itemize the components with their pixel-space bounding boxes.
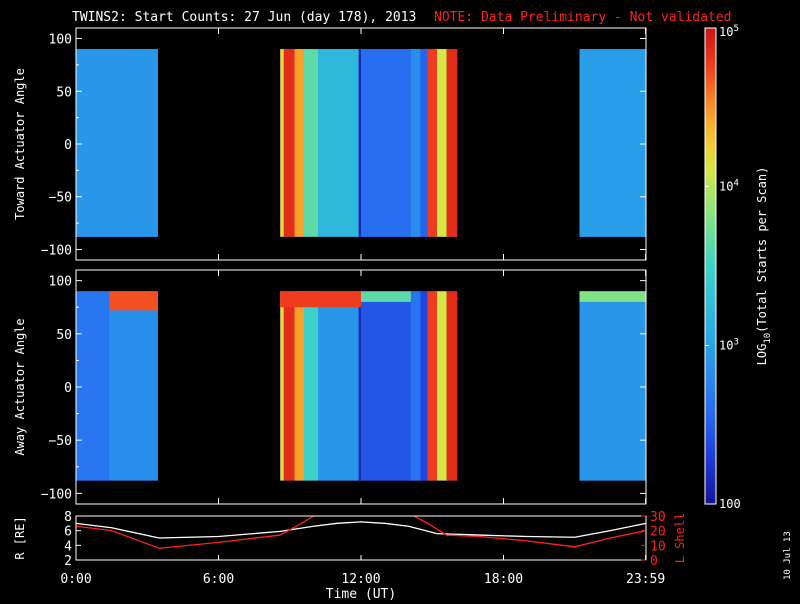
colorbar-scale xyxy=(704,27,717,505)
y-tick-label: −100 xyxy=(41,487,72,502)
colorbar-label: LOG10(Total Starts per Scan) xyxy=(755,167,773,366)
colorbar-tick-label: 103 xyxy=(719,337,739,352)
y-axis-label: R [RE] xyxy=(13,516,27,559)
heatmap-hot-strip xyxy=(361,291,411,302)
x-tick-label: 18:00 xyxy=(484,572,523,587)
colorbar-label-rest: (Total Starts per Scan) xyxy=(755,167,769,333)
y-tick-label: 100 xyxy=(49,275,72,290)
colorbar-tick-label: 100 xyxy=(719,497,741,511)
heatmap-hot-strip xyxy=(109,291,158,311)
heatmap-hot-strip xyxy=(280,291,361,308)
y-tick-label: −50 xyxy=(49,434,72,449)
colorbar-tick-exponent: 4 xyxy=(733,179,738,189)
heatmap-band xyxy=(410,49,421,237)
y-tick-label: 2 xyxy=(64,554,72,569)
heatmap-band xyxy=(579,291,646,481)
heatmap-band xyxy=(283,291,295,481)
y2-tick-label: 30 xyxy=(650,510,666,525)
heatmap-band xyxy=(318,49,359,237)
heatmap-band xyxy=(446,291,458,481)
heatmap-band xyxy=(420,49,428,237)
y2-tick-label: 10 xyxy=(650,539,666,554)
y2-tick-label: 0 xyxy=(650,554,658,569)
y-tick-label: 100 xyxy=(49,33,72,48)
y-tick-label: 0 xyxy=(64,381,72,396)
heatmap-band xyxy=(410,291,421,481)
x-tick-label: 6:00 xyxy=(203,572,234,587)
x-tick-label: 12:00 xyxy=(341,572,380,587)
heatmap-band xyxy=(304,49,319,237)
heatmap-band xyxy=(109,291,158,481)
r-distance-line xyxy=(76,521,646,539)
y-tick-label: 4 xyxy=(64,539,72,554)
heatmap-band xyxy=(437,291,447,481)
y-tick-label: 50 xyxy=(56,328,72,343)
colorbar-tick-label: 104 xyxy=(719,179,739,194)
y-tick-label: 8 xyxy=(64,510,72,525)
chart-title: TWINS2: Start Counts: 27 Jun (day 178), … xyxy=(72,10,416,25)
colorbar-label-subscript: 10 xyxy=(763,333,773,344)
y2-tick-label: 20 xyxy=(650,525,666,540)
l-shell-line xyxy=(76,516,315,549)
date-stamp: 10 Jul 13 xyxy=(783,531,793,580)
heatmap-band xyxy=(361,291,411,481)
colorbar-tick-exponent: 5 xyxy=(733,24,738,34)
y-tick-label: 50 xyxy=(56,85,72,100)
heatmap-band xyxy=(579,49,646,237)
y-tick-label: −100 xyxy=(41,243,72,258)
heatmap-band xyxy=(318,291,359,481)
heatmap-band xyxy=(427,291,437,481)
heatmap-band xyxy=(280,49,284,237)
x-tick-label: 23:59 xyxy=(626,572,665,587)
y-axis-label: Toward Actuator Angle xyxy=(13,68,27,220)
heatmap-band xyxy=(420,291,428,481)
heatmap-hot-strip xyxy=(579,291,646,302)
x-axis-label: Time (UT) xyxy=(326,587,396,600)
heatmap-band xyxy=(76,49,158,237)
colorbar-tick-exponent: 3 xyxy=(733,337,738,347)
l-shell-line xyxy=(412,516,646,548)
panel-toward: 100 50 0 −50 −100 Toward Actuator Angle xyxy=(13,27,647,261)
heatmap-band xyxy=(294,291,304,481)
heatmap-band xyxy=(446,49,458,237)
y-tick-label: 6 xyxy=(64,525,72,540)
y-tick-label: −50 xyxy=(49,191,72,206)
data-note: NOTE: Data Preliminary - Not validated xyxy=(434,10,731,25)
y-tick-label: 0 xyxy=(64,138,72,153)
heatmap-band xyxy=(283,49,295,237)
heatmap-band xyxy=(358,291,361,481)
y-axis-label: Away Actuator Angle xyxy=(13,318,27,455)
heatmap-band xyxy=(437,49,447,237)
heatmap-band xyxy=(304,291,319,481)
y2-axis-label: L Shell xyxy=(673,513,687,564)
heatmap-band xyxy=(294,49,304,237)
panel-away: 100 50 0 −50 −100 Away Actuator Angle xyxy=(13,269,647,505)
heatmap-band xyxy=(358,49,361,237)
heatmap-band xyxy=(361,49,411,237)
heatmap-band xyxy=(76,291,110,481)
x-tick-label: 0:00 xyxy=(60,572,91,587)
heatmap-band xyxy=(280,291,284,481)
colorbar-tick-label: 105 xyxy=(719,24,739,39)
heatmap-band xyxy=(427,49,437,237)
